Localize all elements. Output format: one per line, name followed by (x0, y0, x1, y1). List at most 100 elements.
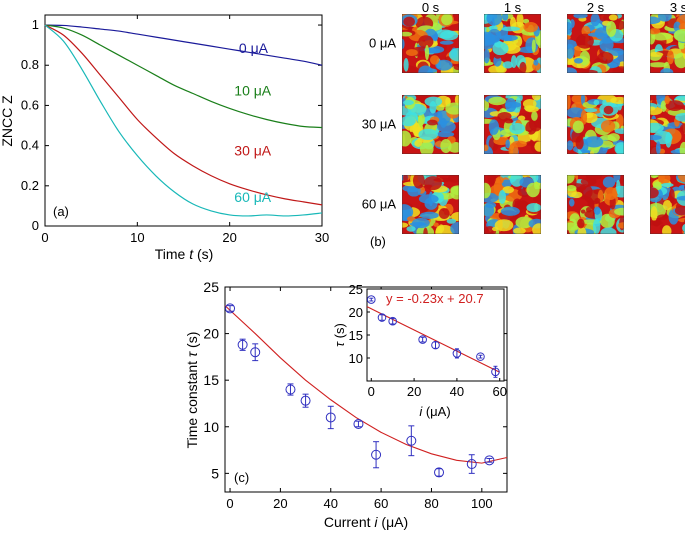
panel-c-ytick-label: 20 (203, 326, 219, 342)
panel-b-speckle (604, 187, 618, 201)
inset-ytick-label: 25 (349, 282, 363, 297)
panel-b-time-label: 3 s (670, 0, 685, 15)
panel-c-point (285, 383, 296, 396)
panel-b-speckle (412, 122, 421, 137)
panel-b-speckle (661, 182, 674, 188)
panel-b-speckle (600, 227, 617, 234)
inset-xlabel: i (μA) (419, 404, 450, 419)
panel-b-speckle (650, 62, 668, 68)
panel-a-series-label-2: 30 μA (234, 143, 272, 159)
panel-b-tiles (402, 14, 685, 234)
panel-c-xlabel: Current i (μA) (324, 514, 408, 530)
panel-b-speckle (682, 223, 685, 233)
panel-b-speckle (436, 29, 455, 39)
panel-a-xtick-label: 10 (130, 230, 144, 245)
panel-c-marker (434, 467, 445, 478)
panel-b-speckle (608, 47, 624, 56)
panel-a-ytick-label: 0.2 (21, 178, 39, 193)
panel-b-speckle (523, 21, 538, 33)
panel-b-speckle (567, 175, 575, 184)
panel-b-speckle (592, 218, 601, 234)
panel-c-fit (224, 305, 508, 464)
panel-b-tile (650, 95, 685, 154)
panel-b-speckle (597, 51, 614, 64)
panel-b-speckle (658, 175, 671, 185)
panel-b-speckle (450, 221, 459, 234)
inset-point (476, 352, 485, 361)
panel-b-speckle (419, 141, 434, 154)
panel-b-speckle (433, 222, 439, 227)
panel-b-speckle (435, 59, 453, 71)
panel-b-speckle (650, 134, 662, 141)
panel-b-speckle (487, 175, 496, 185)
panel-b-speckle (448, 48, 459, 62)
panel-b-speckle (650, 16, 661, 25)
panel-b-speckle (526, 203, 541, 213)
panel-c-xtick-label: 0 (226, 496, 233, 511)
panel-b-speckle (418, 194, 439, 204)
inset-point (491, 365, 500, 378)
inset-points (366, 295, 500, 378)
panel-b-speckle (435, 225, 443, 234)
panel-b-speckle (497, 111, 512, 121)
panel-b-speckle (402, 99, 414, 106)
panel-a-ylabel: ZNCC Z (0, 95, 15, 147)
panel-c-xtick-label: 60 (374, 496, 388, 511)
panel-b-speckle (582, 69, 598, 73)
panel-b-speckle (580, 209, 586, 214)
panel-a-series-label-0: 0 μA (239, 40, 269, 56)
panel-b-speckle (567, 140, 574, 151)
inset-ytick-label: 15 (349, 328, 363, 343)
panel-b-speckle (484, 48, 490, 64)
inset-xtick-label: 40 (450, 384, 464, 399)
panel-b-speckle (526, 182, 540, 198)
panel-a-ytick-label: 0.4 (21, 138, 39, 153)
panel-b-speckle (418, 112, 425, 126)
panel-b-speckle (567, 185, 577, 192)
panel-b-speckle (487, 28, 502, 43)
panel-b-speckle (501, 179, 513, 188)
panel-b-tile (567, 14, 624, 73)
panel-b-speckle (503, 35, 513, 42)
panel-b-speckle (567, 95, 571, 110)
panel-b-speckle (669, 188, 675, 204)
panel-b-speckle (677, 175, 685, 183)
panel-b-speckle (590, 14, 600, 27)
panel-b-speckle (665, 100, 685, 111)
panel-a-xlabel: Time t (s) (155, 246, 214, 262)
panel-b-speckle (677, 217, 685, 223)
panel-a-label: (a) (53, 204, 69, 219)
panel-b-speckle (658, 14, 672, 22)
panel-b-speckle (492, 42, 509, 56)
panel-c-xtick-label: 20 (273, 496, 287, 511)
panel-b-tile (402, 95, 459, 154)
inset-fit-line (366, 306, 500, 373)
panel-b-speckle (607, 133, 620, 142)
panel-b-speckle (614, 128, 624, 134)
panel-b-speckle (567, 21, 573, 35)
panel-b-speckle (580, 177, 597, 186)
panel-b-speckle (606, 20, 617, 37)
panel-b-label: (b) (370, 234, 386, 249)
panel-b-speckle (614, 207, 624, 216)
panel-b-speckle (675, 112, 685, 122)
inset-xtick-label: 0 (368, 384, 375, 399)
panel-c-ytick-label: 5 (211, 465, 219, 481)
panel-c-points (225, 303, 495, 478)
panel-a-xtick-label: 0 (41, 230, 48, 245)
panel-a-ytick-label: 1 (32, 17, 39, 32)
panel-b-speckle (610, 96, 624, 105)
panel-b-speckle (533, 59, 539, 66)
panel-b-speckle (567, 222, 579, 231)
panel-a-ticks: 0 10 20 30 0 0.2 0.4 0.6 0.8 1 (21, 15, 329, 245)
panel-b-speckle (402, 204, 414, 220)
panel-a-ytick-label: 0 (32, 218, 39, 233)
panel-b-tile (650, 175, 685, 234)
panel-b-speckle (574, 57, 583, 64)
panel-b-speckle (575, 135, 584, 150)
panel-b-speckle (573, 14, 588, 19)
panel-b-speckle (650, 122, 664, 134)
panel-c-point (325, 405, 336, 430)
panel-b-speckle (423, 227, 428, 234)
